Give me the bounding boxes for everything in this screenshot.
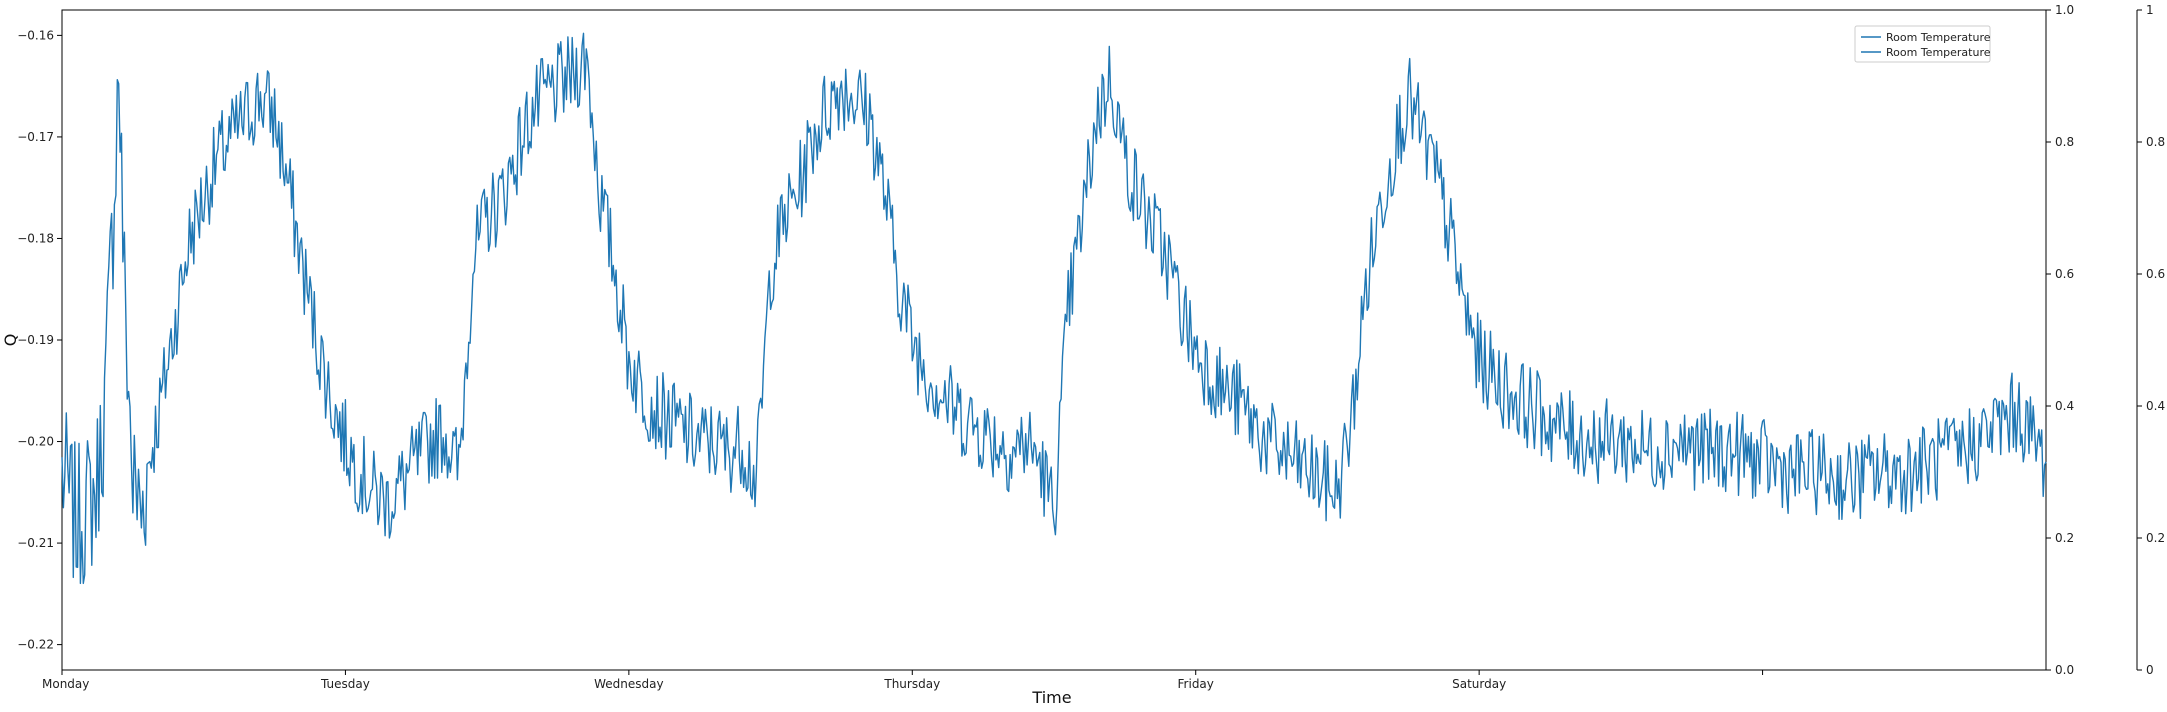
y-tick-label: −0.16: [17, 28, 54, 42]
x-axis: Monday Tuesday Wednesday Thursday Friday Satu…: [42, 670, 1764, 691]
series-line-room-temperature: [61, 32, 2047, 585]
legend-entry-2: Room Temperature: [1886, 46, 1991, 59]
plot-frame: [61, 9, 2047, 671]
left-y-axis: −0.16 −0.17 −0.18 −0.19 −0.20 −0.21 −0.22: [17, 28, 62, 652]
right-y-axis-1: 0.0 0.2 0.4 0.6 0.8 1.0: [2046, 3, 2074, 677]
y-tick-label: −0.20: [17, 435, 54, 449]
right-tick-label-2: 0.6: [2146, 267, 2165, 281]
x-tick-label: Monday: [42, 677, 89, 691]
right-tick-label: 1.0: [2055, 3, 2074, 17]
y-tick-label: −0.17: [17, 130, 54, 144]
right-tick-label: 0.2: [2055, 531, 2074, 545]
legend-entry-1: Room Temperature: [1886, 31, 1991, 44]
y-tick-label: −0.22: [17, 638, 54, 652]
plot-area: [61, 9, 2047, 671]
legend: Room Temperature Room Temperature: [1854, 25, 1991, 63]
right-tick-label: 0.8: [2055, 135, 2074, 149]
right-tick-label: 0.4: [2055, 399, 2074, 413]
y-tick-label: −0.19: [17, 333, 54, 347]
y-tick-label: −0.18: [17, 231, 54, 245]
right-tick-label-2: 0: [2146, 663, 2154, 677]
x-tick-label: Friday: [1178, 677, 1214, 691]
x-tick-label: Tuesday: [320, 677, 370, 691]
right-tick-label-2: 0.8: [2146, 135, 2165, 149]
right-tick-label-2: 0.2: [2146, 531, 2165, 545]
right-tick-label-2: 0.4: [2146, 399, 2165, 413]
x-axis-label: Time: [1031, 688, 1071, 707]
right-y-axis-2: 0 0.2 0.4 0.6 0.8 1: [2136, 3, 2165, 677]
y-tick-label: −0.21: [17, 536, 54, 550]
right-tick-label: 0.0: [2055, 663, 2074, 677]
y-axis-label: Q: [1, 334, 20, 347]
x-tick-label: Thursday: [883, 677, 940, 691]
right-tick-label: 0.6: [2055, 267, 2074, 281]
legend-box: [1854, 25, 1991, 63]
right-tick-label-2: 1: [2146, 3, 2154, 17]
x-tick-label: Wednesday: [594, 677, 663, 691]
x-tick-label: Saturday: [1452, 677, 1506, 691]
